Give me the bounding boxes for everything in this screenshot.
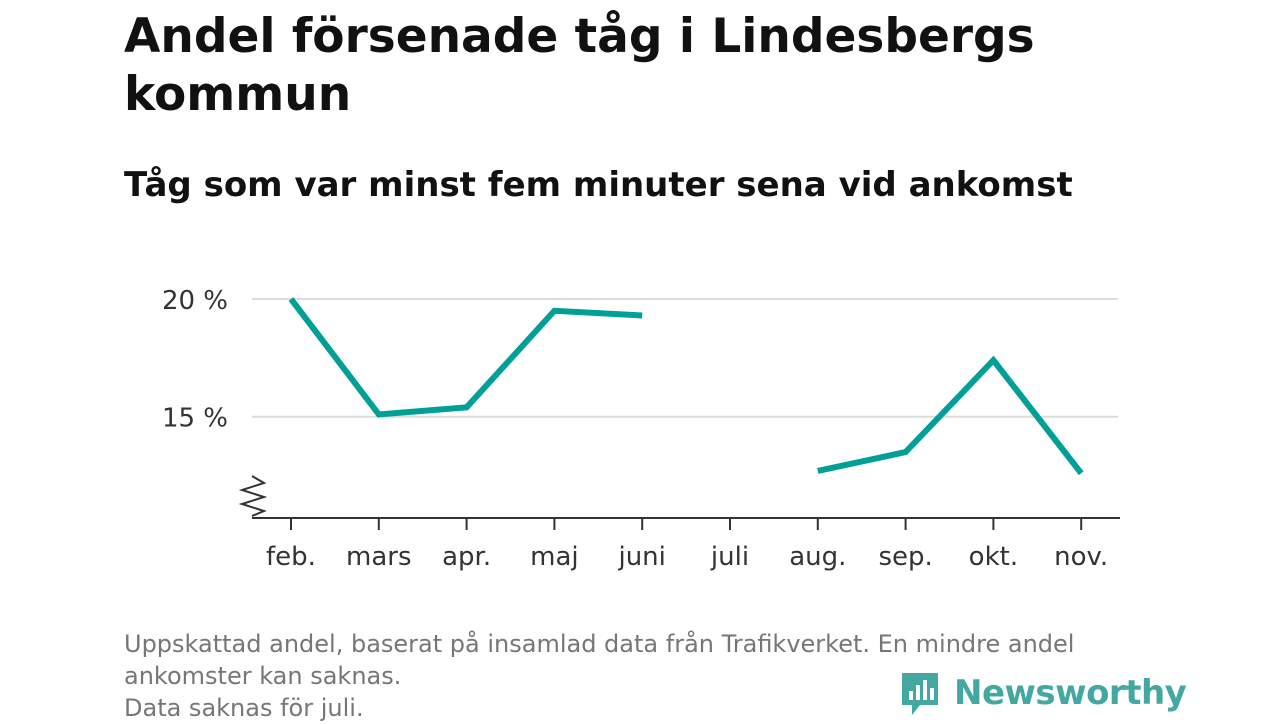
- x-tick-label: apr.: [442, 542, 491, 572]
- footer-note-line3: Data saknas för juli.: [124, 694, 364, 722]
- y-axis-break: [238, 475, 268, 517]
- x-tick-label: mars: [346, 542, 412, 572]
- chart-subtitle: Tåg som var minst fem minuter sena vid a…: [124, 165, 1073, 205]
- footer-note-line2: ankomster kan saknas.: [124, 662, 402, 690]
- newsworthy-logo-icon: [902, 673, 938, 715]
- x-tick-label: juni: [617, 542, 665, 572]
- x-tick-label: juli: [710, 542, 749, 572]
- y-tick-label: 15 %: [162, 404, 228, 434]
- x-tick-label: nov.: [1054, 542, 1108, 572]
- y-axis-ticks: 15 % 20 %: [162, 286, 228, 434]
- x-tick-label: aug.: [789, 542, 846, 572]
- x-tick-label: feb.: [266, 542, 316, 572]
- series-lines: [288, 297, 1084, 476]
- series-line: [288, 297, 643, 418]
- chart-footer: Uppskattad andel, baserat på insamlad da…: [124, 628, 1184, 724]
- axis-break-icon: [238, 475, 268, 517]
- x-axis-ticks: feb. mars apr. maj juni juli aug. sep. okt. nov.: [266, 518, 1108, 572]
- x-tick-label: okt.: [969, 542, 1018, 572]
- brand-name: Newsworthy: [954, 673, 1187, 713]
- chart-title: Andel försenade tåg i Lindesbergs kommun: [124, 9, 1035, 122]
- footer-note-line1: Uppskattad andel, baserat på insamlad da…: [124, 630, 1075, 658]
- x-tick-label: sep.: [878, 542, 932, 572]
- x-tick-label: maj: [530, 542, 578, 572]
- series-line: [817, 355, 1084, 476]
- gridlines: [252, 298, 1118, 418]
- y-tick-label: 20 %: [162, 286, 228, 316]
- brand-logo: Newsworthy: [900, 668, 1187, 718]
